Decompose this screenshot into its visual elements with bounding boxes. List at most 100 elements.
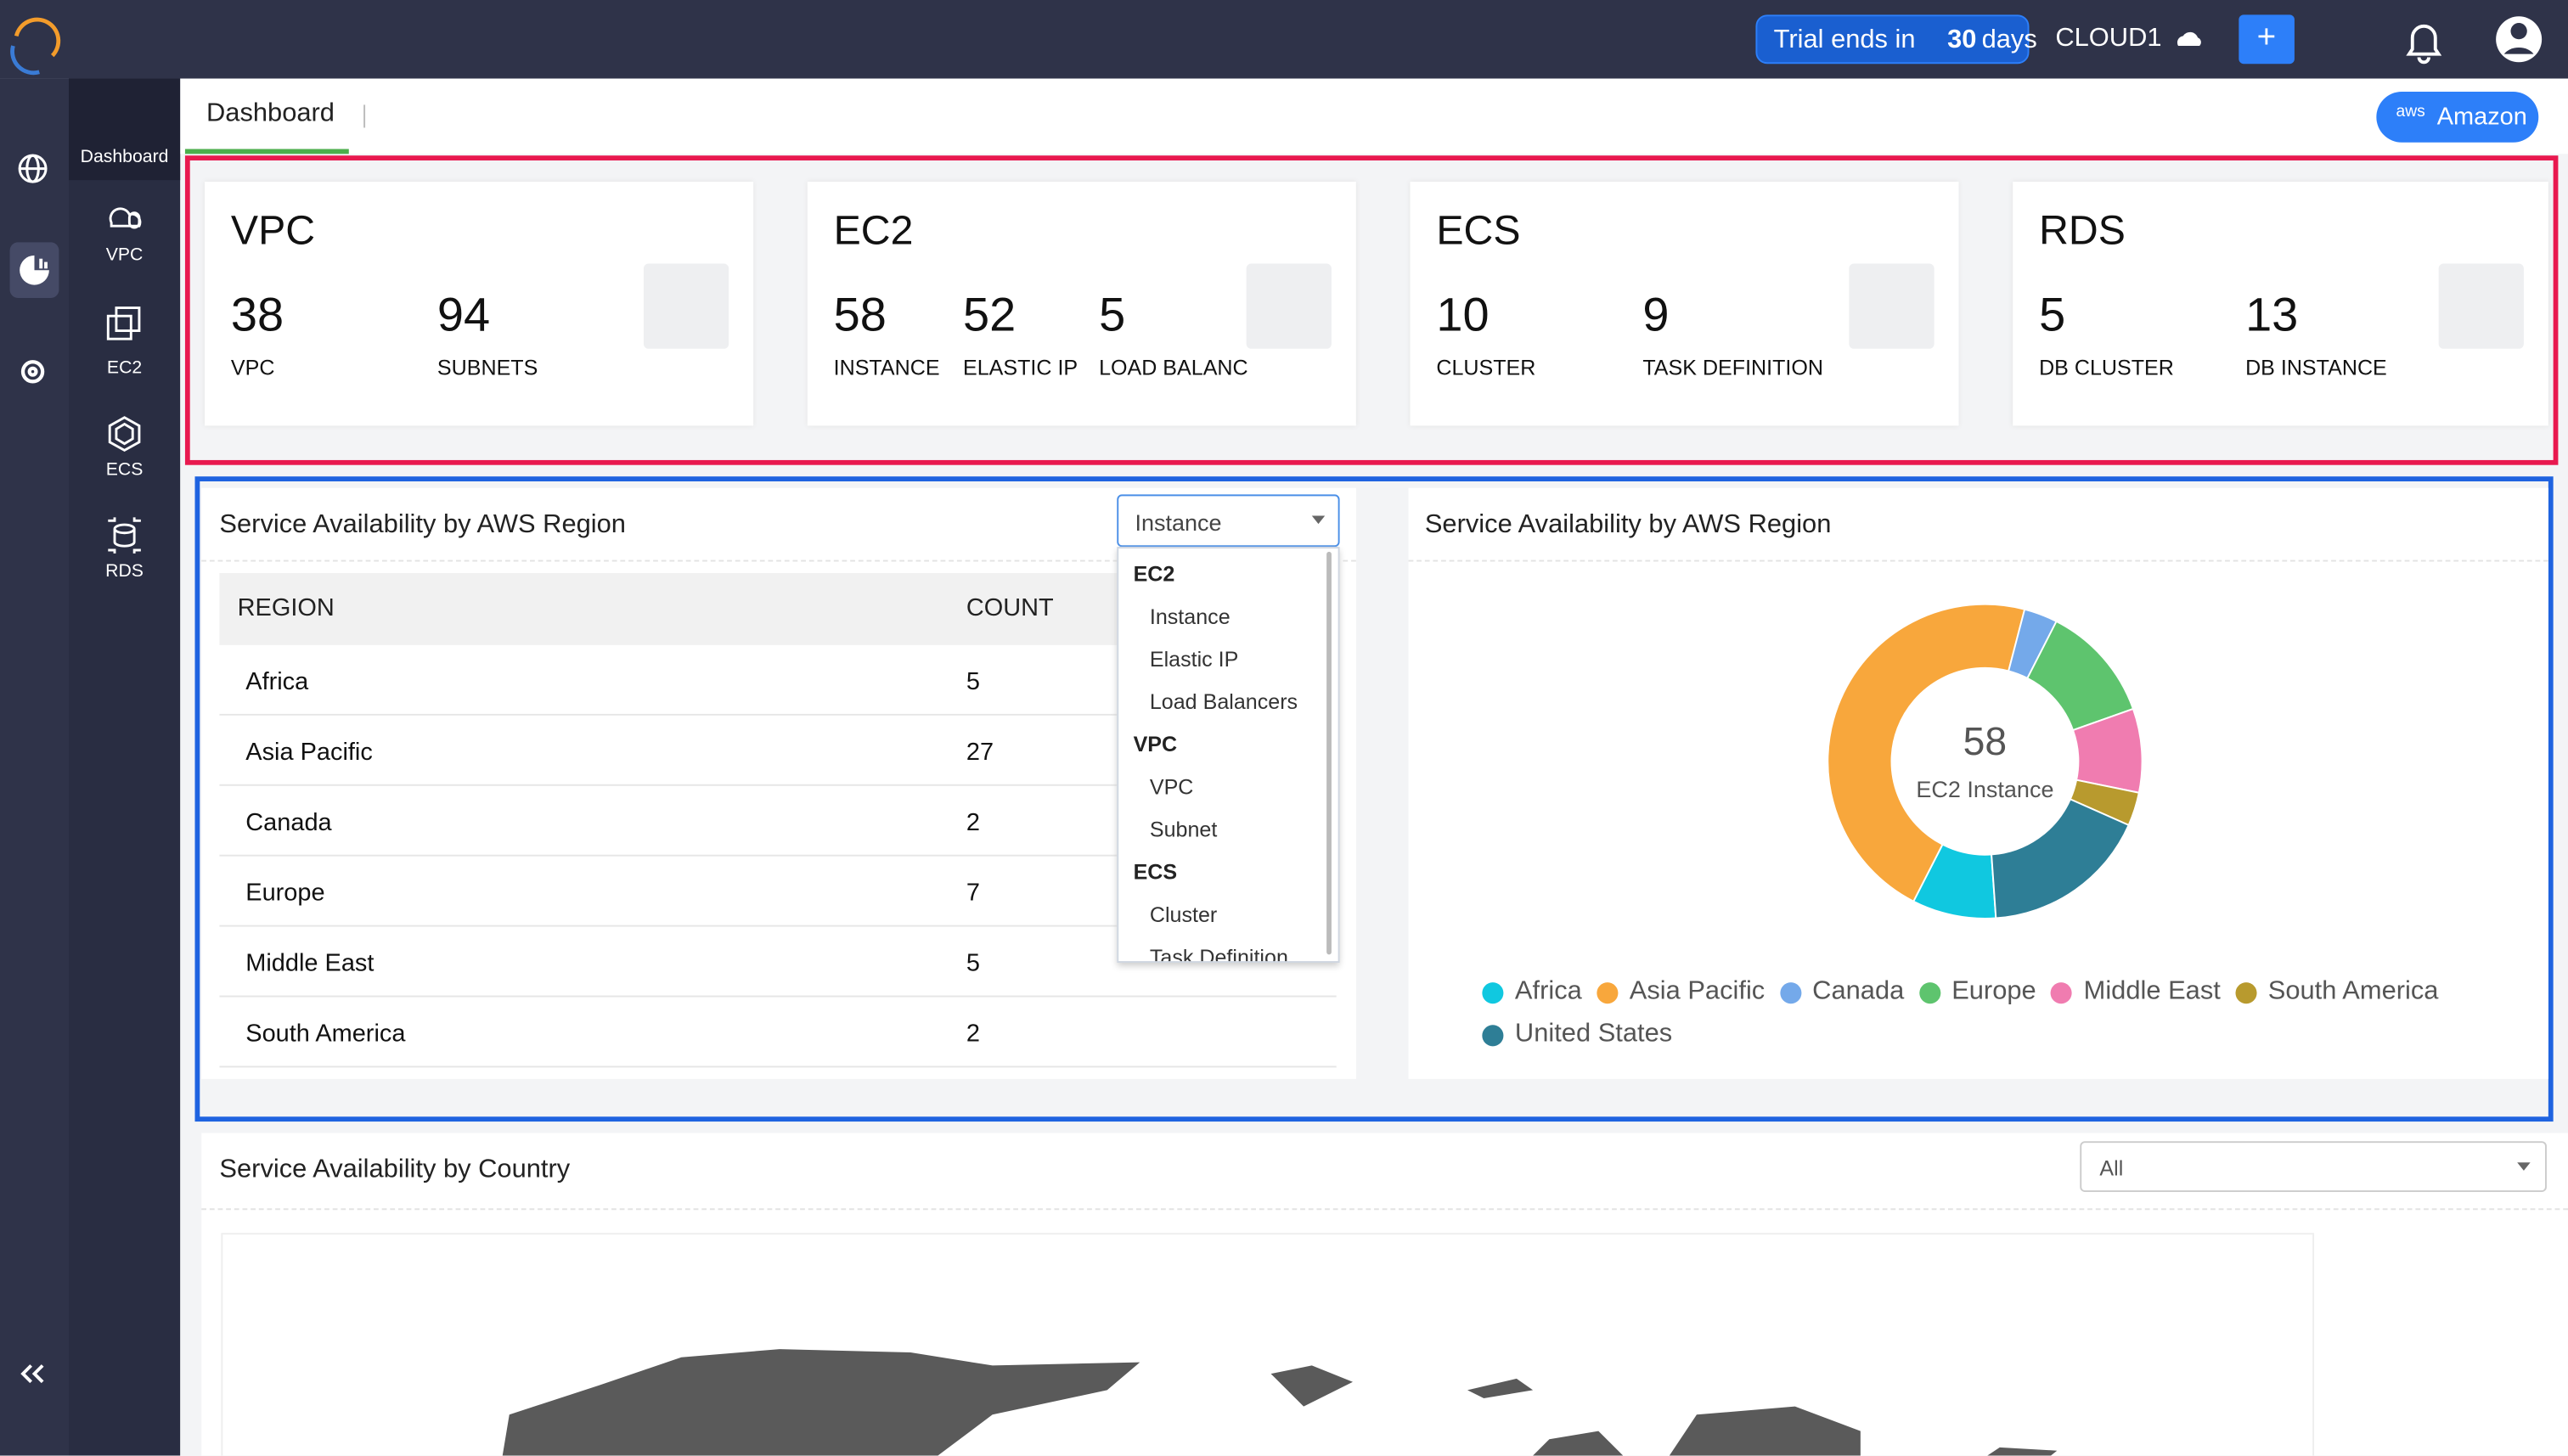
stat-label: DB INSTANCE [2245,355,2387,379]
menu-item[interactable]: Dashboard [69,148,180,167]
legend-swatch [2051,981,2072,1003]
legend-item[interactable]: United States [1482,1019,1672,1052]
legend-item[interactable]: Asia Pacific [1597,975,1765,1009]
land-shape [501,1349,1140,1455]
tab[interactable]: Dashboard [206,100,335,130]
region-count: 27 [966,739,994,767]
region-count: 5 [966,668,980,696]
bell-icon[interactable] [2409,26,2439,62]
provider-name: Amazon [2437,103,2527,131]
scrollbar [1326,552,1332,954]
stat-value: 5 [2039,290,2065,344]
settings-icon[interactable] [23,362,42,381]
option[interactable]: VPC [1150,774,1194,799]
card-title: RDS [2039,208,2126,256]
stat-label: LOAD BALANC [1099,355,1248,379]
region-name: Asia Pacific [245,739,373,767]
select-value: Instance [1135,509,1221,536]
option[interactable]: Load Balancers [1150,689,1298,714]
panel-divider [1409,560,2548,562]
stat-value: 13 [2245,290,2298,344]
trial-text: days [1982,26,2037,56]
stat-value: 38 [231,290,284,344]
panel-title: Service Availability by AWS Region [1425,511,1832,541]
trial-button[interactable]: Trial ends in30days [1755,14,2029,64]
provider-button[interactable]: awsAmazon [2376,92,2538,143]
stat-label: SUBNETS [437,355,538,379]
region-name: Europe [245,880,324,908]
legend-swatch [2235,981,2256,1003]
legend-swatch [1597,981,1618,1003]
chart-panel: Service Availability by AWS Region58EC2 … [1409,488,2548,1079]
add-button[interactable]: + [2239,14,2295,64]
legend-label: Europe [1951,977,2036,1007]
card-title: ECS [1436,208,1520,256]
card-icon [1247,263,1332,348]
select-arrow [1312,515,1325,524]
menu-item[interactable]: EC2 [69,358,180,378]
land-shape [1524,1431,1630,1456]
land-shape [1467,1379,1533,1398]
group-label: VPC [1134,732,1178,756]
select-value: All [2099,1156,2123,1181]
trial-days: 30 [1947,26,1976,56]
world-map [222,1234,2314,1455]
option[interactable]: Instance [1150,604,1230,629]
stat-label: VPC [231,355,275,379]
add-label: + [2257,20,2277,57]
stat-value: 9 [1642,290,1669,344]
region-name: South America [245,1020,405,1048]
legend-label: United States [1515,1020,1672,1049]
menu-item[interactable]: ECS [69,460,180,480]
legend-swatch [1919,981,1940,1003]
summary-card: ECS10CLUSTER9TASK DEFINITION [1410,182,1958,425]
logo [13,46,40,73]
option[interactable]: Cluster [1150,902,1217,927]
legend-label: Asia Pacific [1630,977,1765,1007]
stat-label: TASK DEFINITION [1642,355,1823,379]
globe-icon[interactable] [20,155,46,182]
card-icon [644,263,729,348]
option[interactable]: Task Definition [1150,945,1288,963]
tab-underline [185,149,349,154]
donut-slice [1991,799,2129,918]
legend-swatch [1482,981,1503,1003]
panel-title: Service Availability by AWS Region [219,511,626,541]
region-name: Canada [245,809,331,837]
land-shape [1271,1365,1353,1406]
column-header: COUNT [966,594,1054,622]
region-count: 7 [966,880,980,908]
dropdown-list: EC2InstanceElastic IPLoad BalancersVPCVP… [1117,547,1339,963]
user-icon[interactable] [2496,16,2542,62]
stat-value: 58 [834,290,887,344]
legend-item[interactable]: South America [2235,975,2438,1009]
stat-label: ELASTIC IP [963,355,1078,379]
legend-item[interactable]: Africa [1482,975,1581,1009]
service-select[interactable]: Instance [1117,494,1339,547]
map-box [221,1233,2314,1455]
option[interactable]: Subnet [1150,817,1217,841]
summary-card: RDS 5 DB CLUSTER 13 DB INSTANCE [2013,182,2548,425]
stat-label: DB CLUSTER [2039,355,2174,379]
land-shape [1975,1448,2057,1456]
menu-item[interactable]: VPC [69,245,180,265]
region-count: 5 [966,950,980,978]
country-select[interactable]: All [2080,1141,2547,1192]
menu-item[interactable]: RDS [69,561,180,581]
trial-text: Trial ends in [1774,26,1916,56]
card-icon [2439,263,2524,348]
legend-swatch [1780,981,1801,1003]
collapse-icon[interactable] [23,1365,42,1381]
legend-item[interactable]: Europe [1919,975,2036,1009]
panel-title: Service Availability by Country [219,1156,570,1186]
legend-item[interactable]: Canada [1780,975,1905,1009]
tab-divider [363,104,365,127]
center-label: EC2 Instance [1822,776,2149,802]
legend-item[interactable]: Middle East [2051,975,2221,1009]
option[interactable]: Elastic IP [1150,647,1239,672]
stat-value: 52 [963,290,1016,344]
panel-divider [201,1208,2568,1210]
group-label: ECS [1134,859,1178,884]
legend-swatch [1482,1024,1503,1045]
